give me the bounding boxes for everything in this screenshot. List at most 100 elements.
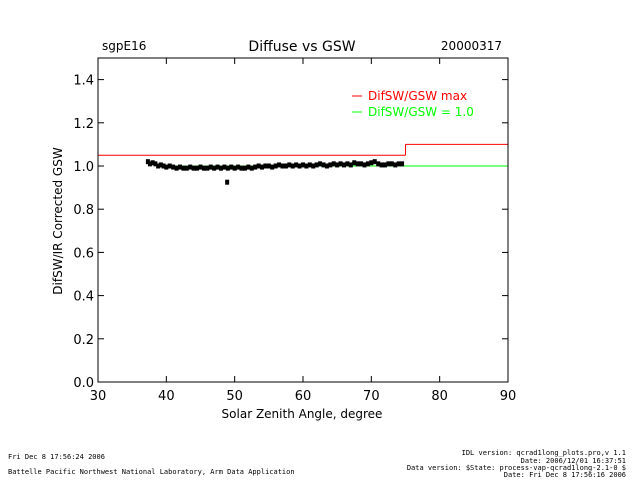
data-point <box>198 164 203 170</box>
data-point <box>314 162 319 168</box>
x-tick-label: 40 <box>158 389 175 404</box>
data-point <box>372 159 377 165</box>
data-point <box>369 160 374 166</box>
data-point <box>174 165 179 171</box>
data-point <box>376 161 381 167</box>
data-point <box>342 162 346 168</box>
data-point <box>167 163 172 169</box>
data-point <box>273 163 278 169</box>
data-point <box>352 160 357 166</box>
data-point <box>287 162 292 168</box>
data-point <box>215 164 220 170</box>
data-point <box>239 165 244 171</box>
data-point <box>242 165 247 171</box>
data-point <box>236 164 241 170</box>
data-point <box>301 162 305 168</box>
footer-idl-date: Date: 2006/12/01 16:37:51 <box>521 457 626 465</box>
y-tick-label: 1.2 <box>73 117 94 132</box>
data-point <box>283 163 288 169</box>
data-point <box>335 162 340 168</box>
data-point <box>205 165 210 171</box>
data-point <box>256 163 261 169</box>
data-point <box>345 161 350 167</box>
data-point <box>246 164 251 170</box>
plot-frame <box>97 57 509 383</box>
y-tick-label: 1.4 <box>73 74 94 89</box>
data-point <box>263 163 268 169</box>
data-point <box>171 164 176 170</box>
data-point <box>219 165 223 171</box>
data-point <box>222 164 227 170</box>
legend-label-one: DifSW/GSW = 1.0 <box>368 105 474 119</box>
data-point <box>294 162 299 168</box>
data-point <box>389 161 394 167</box>
data-point <box>324 163 329 169</box>
data-point <box>338 161 343 167</box>
data-point <box>307 162 312 168</box>
footer-timestamp: Fri Dec 8 17:56:24 2006 <box>8 453 105 461</box>
data-point <box>191 165 196 171</box>
data-point <box>396 161 401 167</box>
data-point <box>260 164 264 170</box>
data-point <box>355 161 360 167</box>
data-point <box>158 162 163 168</box>
footer-institution: Battelle Pacific Northwest National Labo… <box>8 468 295 476</box>
footer-data-version: Data version: $State: process-vap-qcrad1… <box>407 464 626 472</box>
data-point <box>208 164 213 170</box>
footer-idl-version: IDL version: qcrad1long_plots.pro,v 1.1 <box>462 449 626 457</box>
legend: DifSW/GSW max DifSW/GSW = 1.0 <box>352 89 474 119</box>
data-point <box>249 165 254 171</box>
site-label: sgpE16 <box>102 39 146 53</box>
data-point <box>386 161 391 167</box>
data-point <box>362 162 367 168</box>
x-tick-label: 30 <box>90 389 107 404</box>
x-tick-label: 50 <box>226 389 243 404</box>
data-point <box>195 165 200 171</box>
x-tick-label: 60 <box>295 389 312 404</box>
data-point <box>156 163 161 169</box>
data-point <box>348 162 353 168</box>
data-point <box>225 165 230 171</box>
data-point <box>153 161 158 167</box>
data-point <box>181 165 186 171</box>
data-point <box>400 161 405 167</box>
data-point <box>290 163 295 169</box>
chart-title: Diffuse vs GSW <box>248 39 355 55</box>
data-point <box>150 160 155 166</box>
data-point <box>359 161 364 167</box>
data-point <box>232 165 237 171</box>
data-point <box>178 164 182 170</box>
data-point <box>164 164 169 170</box>
data-point <box>161 163 166 169</box>
data-point <box>270 164 275 170</box>
data-point <box>318 161 323 167</box>
y-tick-label: 0.0 <box>73 376 94 391</box>
y-tick-label: 0.4 <box>73 290 94 305</box>
data-point <box>328 162 333 168</box>
data-point <box>212 165 217 171</box>
data-point <box>225 179 230 185</box>
data-point <box>184 165 189 171</box>
y-tick-label: 0.2 <box>73 333 94 348</box>
data-point <box>266 163 271 169</box>
y-tick-label: 0.6 <box>73 246 94 261</box>
data-point <box>188 164 193 170</box>
date-label: 20000317 <box>441 39 502 53</box>
data-point <box>365 161 370 167</box>
x-tick-label: 70 <box>363 389 380 404</box>
x-tick-label: 80 <box>431 389 448 404</box>
data-point <box>321 162 326 168</box>
data-point <box>393 162 398 168</box>
data-point <box>277 162 282 168</box>
data-point <box>304 163 309 169</box>
data-points <box>145 159 405 185</box>
data-point <box>145 159 150 165</box>
data-point <box>201 165 206 171</box>
legend-label-max: DifSW/GSW max <box>368 89 467 103</box>
data-point <box>331 161 336 167</box>
y-tick-label: 0.8 <box>73 203 94 218</box>
data-point <box>297 163 302 169</box>
data-point <box>379 162 384 168</box>
x-axis-label: Solar Zenith Angle, degree <box>222 407 383 421</box>
